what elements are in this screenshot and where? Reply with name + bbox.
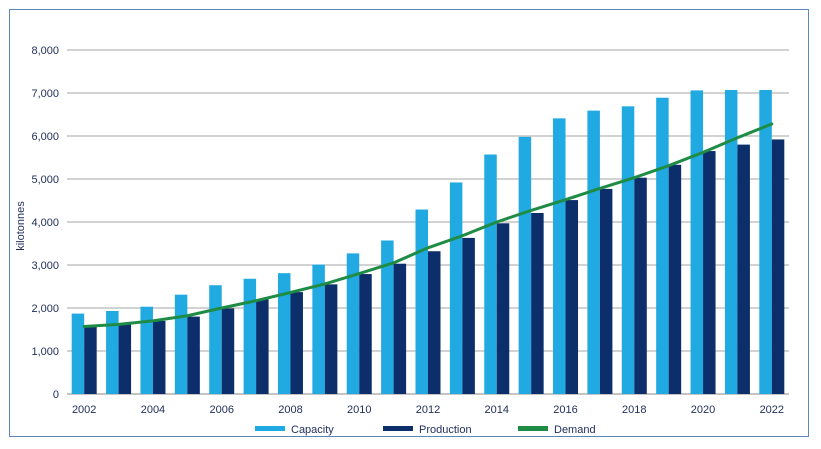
capacity-bar xyxy=(656,97,669,394)
capacity-bar xyxy=(449,182,463,394)
capacity-bar xyxy=(518,136,532,395)
capacity-bar xyxy=(174,294,188,394)
x-tick-label: 2004 xyxy=(141,404,165,416)
y-tick-label: 3,000 xyxy=(31,260,59,272)
x-tick-label: 2002 xyxy=(72,404,96,416)
production-bar xyxy=(462,237,475,394)
x-tick-label: 2014 xyxy=(485,404,509,416)
production-bar xyxy=(531,212,544,394)
production-bar xyxy=(152,320,166,394)
production-bar xyxy=(428,251,441,394)
capacity-bar xyxy=(106,311,119,394)
bars xyxy=(71,89,785,395)
demand-legend-swatch xyxy=(518,426,548,431)
production-bar xyxy=(324,284,338,394)
demand-line xyxy=(82,122,774,328)
capacity-bar xyxy=(484,154,497,394)
capacity-bar xyxy=(277,273,291,394)
demand-legend-label: Demand xyxy=(554,424,596,436)
production-bar xyxy=(256,299,269,394)
x-tick-label: 2022 xyxy=(760,404,784,416)
x-tick-label: 2008 xyxy=(278,404,302,416)
y-tick-label: 0 xyxy=(53,389,59,401)
production-bar xyxy=(737,144,750,394)
x-tick-label: 2010 xyxy=(347,404,371,416)
production-bar xyxy=(290,292,303,394)
capacity-bar xyxy=(415,209,428,394)
production-legend-label: Production xyxy=(419,424,472,436)
y-tick-label: 5,000 xyxy=(31,174,59,186)
capacity-bar xyxy=(381,240,394,394)
x-tick-label: 2018 xyxy=(622,404,646,416)
capacity-legend-swatch xyxy=(255,426,285,431)
x-tick-labels: 2002 2004 2006 2008 2010 2012 2014 2016 2018 2020… xyxy=(72,404,784,416)
production-bar xyxy=(771,139,785,394)
y-tick-label: 6,000 xyxy=(31,131,59,143)
capacity-bar xyxy=(312,264,325,394)
capacity-bar xyxy=(587,110,600,394)
production-bar xyxy=(221,308,235,394)
capacity-bar xyxy=(140,306,153,394)
y-axis-label: kilotonnes xyxy=(15,201,27,251)
production-bar xyxy=(496,223,510,394)
production-bar xyxy=(668,164,682,394)
capacity-legend-label: Capacity xyxy=(291,424,334,436)
production-bar xyxy=(599,188,613,394)
demand-line-group xyxy=(82,122,774,328)
x-tick-label: 2016 xyxy=(553,404,577,416)
y-tick-label: 7,000 xyxy=(31,88,59,100)
capacity-bar xyxy=(690,90,704,395)
production-bar xyxy=(359,274,372,394)
capacity-bar xyxy=(724,89,738,395)
y-tick-labels: 0 1,000 2,000 3,000 4,000 5,000 6,000 7,000 8,00… xyxy=(31,45,59,401)
production-bar xyxy=(393,263,407,394)
x-tick-label: 2020 xyxy=(691,404,715,416)
capacity-bar xyxy=(71,313,85,394)
x-tick-label: 2006 xyxy=(209,404,233,416)
production-bar xyxy=(565,200,579,394)
capacity-bar xyxy=(209,285,222,394)
y-tick-label: 2,000 xyxy=(31,303,59,315)
capacity-bar xyxy=(759,89,772,395)
chart-frame xyxy=(9,9,809,437)
production-bar xyxy=(187,316,200,394)
capacity-bar xyxy=(621,106,635,394)
y-tick-label: 8,000 xyxy=(31,45,59,57)
capacity-bar xyxy=(243,278,257,394)
production-bar xyxy=(118,324,132,394)
capacity-bar xyxy=(346,253,360,394)
x-tick-label: 2012 xyxy=(416,404,440,416)
legend: Capacity Production Demand xyxy=(255,424,596,436)
capacity-bar xyxy=(553,118,566,395)
y-tick-label: 4,000 xyxy=(31,217,59,229)
production-bar xyxy=(84,326,97,394)
y-tick-label: 1,000 xyxy=(31,346,59,358)
production-bar xyxy=(634,177,647,394)
production-bar xyxy=(703,151,716,394)
production-legend-swatch xyxy=(383,426,413,431)
